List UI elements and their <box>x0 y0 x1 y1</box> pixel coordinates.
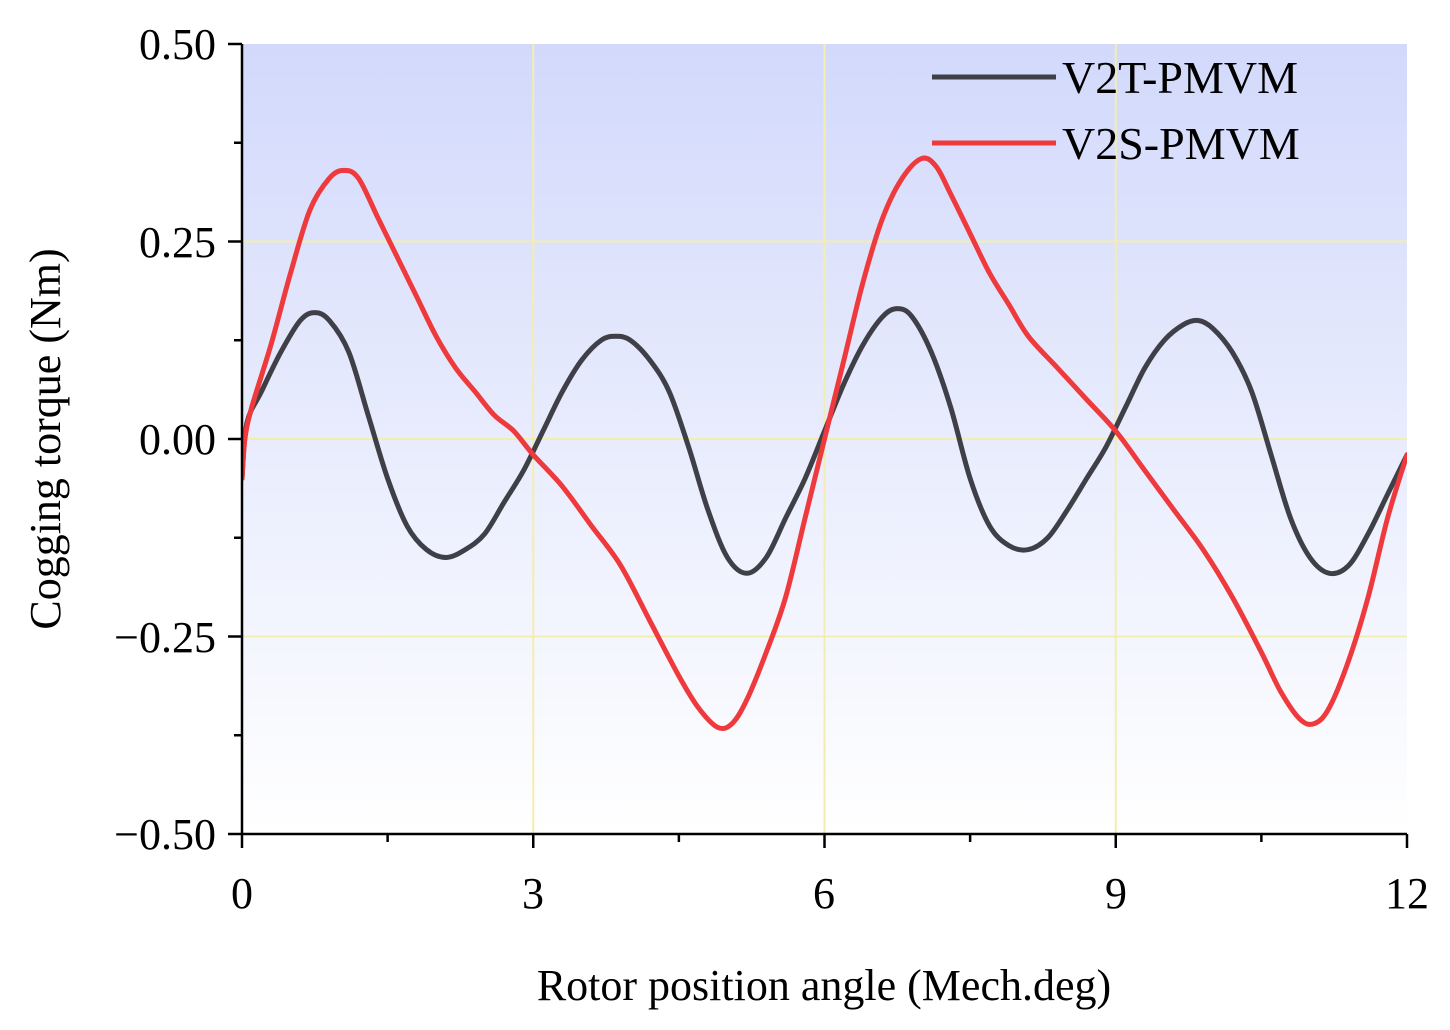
x-tick-label: 3 <box>522 869 544 918</box>
x-tick-label: 6 <box>813 869 835 918</box>
x-axis-title: Rotor position angle (Mech.deg) <box>537 961 1111 1010</box>
y-tick-label: −0.25 <box>114 613 216 662</box>
y-tick-label: 0.50 <box>139 20 216 69</box>
series-line-v2s-pmvm <box>242 155 1407 731</box>
y-tick-label: 0.25 <box>139 218 216 267</box>
x-tick-label: 0 <box>231 869 253 918</box>
series-lines <box>242 155 1407 731</box>
y-axis-title: Cogging torque (Nm) <box>21 248 70 629</box>
y-tick-label: −0.50 <box>114 810 216 859</box>
series-line-v2t-pmvm <box>242 306 1407 577</box>
x-tick-label: 9 <box>1105 869 1127 918</box>
y-tick-labels: −0.50 −0.25 0.00 0.25 0.50 <box>114 20 216 859</box>
x-tick-label: 12 <box>1385 869 1429 918</box>
legend: V2T-PMVM V2S-PMVM <box>932 52 1300 169</box>
x-tick-labels: 0 3 6 9 12 <box>231 869 1429 918</box>
legend-label-v2s-pmvm: V2S-PMVM <box>1062 118 1300 169</box>
legend-label-v2t-pmvm: V2T-PMVM <box>1062 52 1298 103</box>
y-tick-label: 0.00 <box>139 415 216 464</box>
axes <box>228 42 1409 848</box>
